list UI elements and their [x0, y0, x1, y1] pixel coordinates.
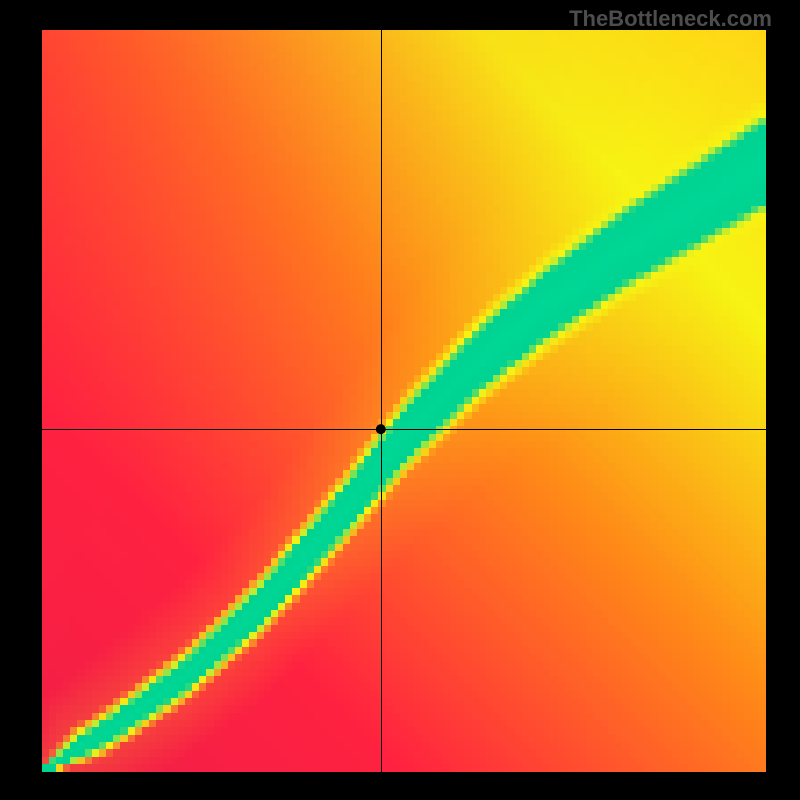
watermark-text: TheBottleneck.com	[569, 6, 772, 32]
heatmap-plot	[42, 30, 766, 772]
chart-container: TheBottleneck.com	[0, 0, 800, 800]
heatmap-canvas	[42, 30, 766, 772]
